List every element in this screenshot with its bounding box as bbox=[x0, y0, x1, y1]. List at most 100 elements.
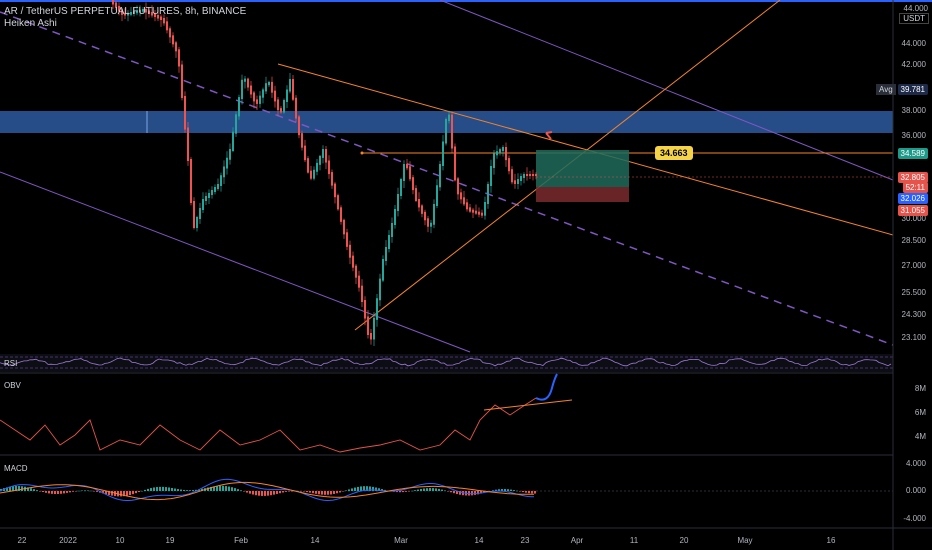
x-tick: May bbox=[737, 536, 753, 545]
macd-bar bbox=[162, 486, 164, 491]
macd-bar bbox=[237, 489, 239, 491]
y-tick: 44.000 bbox=[901, 39, 926, 48]
macd-bar bbox=[288, 491, 290, 492]
obv-tick: 6M bbox=[914, 408, 926, 417]
macd-label[interactable]: MACD bbox=[4, 464, 28, 473]
macd-bar bbox=[414, 490, 416, 491]
macd-bar bbox=[408, 491, 410, 492]
rsi-label[interactable]: RSI bbox=[4, 359, 18, 368]
macd-bar bbox=[33, 489, 35, 491]
macd-bar bbox=[18, 486, 20, 491]
macd-bar bbox=[231, 487, 233, 491]
macd-bar bbox=[306, 491, 308, 493]
macd-bar bbox=[183, 489, 185, 491]
macd-bar bbox=[144, 489, 146, 491]
macd-bar bbox=[171, 487, 173, 491]
obv-blue-curve[interactable] bbox=[535, 373, 558, 401]
macd-bar bbox=[423, 488, 425, 491]
macd-bar bbox=[507, 489, 509, 491]
macd-bar bbox=[81, 490, 83, 491]
macd-bar bbox=[42, 491, 44, 493]
macd-bar bbox=[369, 486, 371, 491]
descending-trendline[interactable] bbox=[277, 63, 894, 236]
macd-bar bbox=[375, 487, 377, 491]
x-tick: 10 bbox=[115, 536, 125, 545]
macd-bar bbox=[39, 491, 41, 492]
macd-bar bbox=[246, 491, 248, 493]
obv-label[interactable]: OBV bbox=[4, 381, 21, 390]
macd-bar bbox=[66, 491, 68, 493]
stop-zone[interactable] bbox=[536, 187, 629, 202]
macd-bar bbox=[207, 487, 209, 491]
price-callout[interactable]: 34.663 bbox=[655, 146, 693, 160]
y-tick: 36.000 bbox=[901, 131, 926, 140]
macd-bar bbox=[321, 491, 323, 495]
y-tick: 23.100 bbox=[901, 333, 926, 342]
obv-line bbox=[0, 397, 537, 453]
target-zone[interactable] bbox=[536, 150, 629, 187]
macd-signal-line bbox=[0, 481, 534, 501]
macd-bar bbox=[111, 491, 113, 496]
macd-bar bbox=[495, 489, 497, 491]
macd-bar bbox=[219, 485, 221, 491]
macd-bar bbox=[126, 491, 128, 496]
macd-bar bbox=[291, 491, 293, 492]
macd-bar bbox=[30, 488, 32, 491]
macd-bar bbox=[297, 490, 299, 492]
macd-bar bbox=[150, 488, 152, 491]
macd-bar bbox=[282, 491, 284, 493]
channel-mid-dashed[interactable] bbox=[0, 11, 894, 346]
macd-bar bbox=[252, 491, 254, 495]
macd-bar bbox=[348, 489, 350, 491]
y-tick: 24.300 bbox=[901, 310, 926, 319]
y-tick: 42.000 bbox=[901, 60, 926, 69]
rsi-pane[interactable] bbox=[0, 354, 893, 372]
macd-bar bbox=[72, 491, 74, 492]
macd-bar bbox=[15, 486, 17, 491]
macd-bar bbox=[267, 491, 269, 496]
macd-bar bbox=[528, 491, 530, 494]
macd-bar bbox=[135, 491, 137, 494]
macd-bar bbox=[492, 490, 494, 491]
macd-bar bbox=[471, 491, 473, 496]
obv-trendline[interactable] bbox=[483, 399, 573, 411]
macd-bar bbox=[318, 491, 320, 495]
channel-lower-line[interactable] bbox=[0, 171, 471, 353]
macd-bar bbox=[57, 491, 59, 494]
macd-bar bbox=[189, 490, 191, 491]
macd-bar bbox=[48, 491, 50, 494]
macd-bar bbox=[450, 491, 452, 493]
channel-upper-line[interactable] bbox=[439, 0, 894, 181]
macd-bar bbox=[342, 491, 344, 492]
macd-bar bbox=[177, 489, 179, 491]
symbol-title[interactable]: AR / TetherUS PERPETUAL FUTURES, 8h, BIN… bbox=[4, 6, 247, 17]
macd-bar bbox=[258, 491, 260, 496]
macd-bar bbox=[213, 486, 215, 491]
macd-bar bbox=[87, 490, 89, 491]
macd-bar bbox=[354, 487, 356, 491]
macd-bar bbox=[21, 486, 23, 491]
macd-bar bbox=[531, 491, 533, 494]
macd-bar bbox=[438, 488, 440, 491]
currency-button[interactable]: USDT bbox=[899, 13, 929, 24]
macd-bar bbox=[105, 491, 107, 495]
x-tick: 19 bbox=[165, 536, 175, 545]
macd-bar bbox=[84, 490, 86, 491]
macd-bar bbox=[156, 487, 158, 491]
macd-bar bbox=[312, 491, 314, 494]
macd-bar bbox=[510, 489, 512, 491]
macd-bar bbox=[51, 491, 53, 494]
candles-group[interactable] bbox=[112, 0, 537, 346]
avg-price-label: 39.781 bbox=[897, 84, 928, 95]
macd-bar bbox=[345, 490, 347, 491]
macd-bar bbox=[270, 491, 272, 496]
chart-style-label[interactable]: Heiken Ashi bbox=[4, 18, 57, 29]
macd-bar bbox=[459, 491, 461, 495]
macd-bar bbox=[360, 486, 362, 491]
macd-bar bbox=[399, 491, 401, 493]
red-arrow-icon bbox=[545, 131, 553, 140]
macd-bar bbox=[333, 491, 335, 494]
macd-bar bbox=[435, 488, 437, 491]
macd-bar bbox=[429, 488, 431, 491]
